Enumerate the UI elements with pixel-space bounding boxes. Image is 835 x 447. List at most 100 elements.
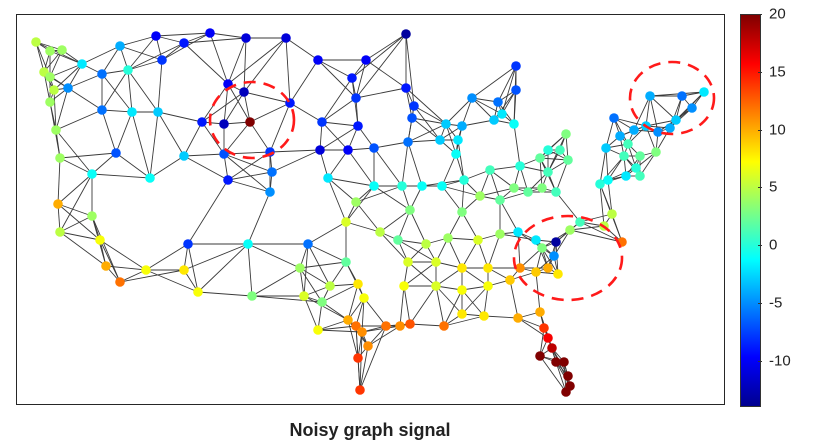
graph-edge bbox=[413, 105, 447, 125]
graph-edge bbox=[649, 91, 705, 97]
graph-edge bbox=[355, 201, 381, 233]
graph-edge bbox=[407, 139, 441, 143]
graph-edge bbox=[471, 97, 503, 115]
graph-node bbox=[395, 321, 405, 331]
graph-node bbox=[369, 143, 379, 153]
graph-node bbox=[97, 69, 107, 79]
graph-edge bbox=[101, 109, 133, 113]
colorbar-tick-label: 15 bbox=[769, 63, 786, 81]
graph-edge bbox=[59, 215, 93, 233]
graph-node bbox=[619, 151, 629, 161]
graph-node bbox=[369, 181, 379, 191]
graph-edge bbox=[605, 147, 609, 181]
graph-node bbox=[615, 131, 625, 141]
graph-edge bbox=[303, 295, 349, 321]
graph-edge bbox=[397, 209, 411, 241]
graph-edge bbox=[321, 77, 353, 123]
graph-edge bbox=[243, 91, 251, 123]
graph-node bbox=[645, 91, 655, 101]
graph-node bbox=[343, 315, 353, 325]
graph-node bbox=[515, 161, 525, 171]
graph-edge bbox=[227, 83, 251, 123]
graph-edge bbox=[487, 233, 501, 269]
colorbar-tick-label: 0 bbox=[769, 236, 778, 254]
graph-edge bbox=[401, 141, 409, 187]
graph-node bbox=[245, 117, 255, 127]
graph-edge bbox=[461, 119, 495, 127]
graph-node bbox=[353, 279, 363, 289]
graph-edge bbox=[347, 319, 359, 359]
graph-node bbox=[55, 153, 65, 163]
graph-node bbox=[513, 313, 523, 323]
graph-node bbox=[677, 91, 687, 101]
graph-edge bbox=[327, 177, 347, 223]
graph-edge bbox=[319, 149, 329, 179]
graph-node bbox=[87, 211, 97, 221]
graph-node bbox=[303, 239, 313, 249]
graph-node bbox=[353, 121, 363, 131]
graph-edge bbox=[365, 59, 407, 89]
graph-node bbox=[197, 117, 207, 127]
graph-edge bbox=[227, 179, 271, 193]
graph-node bbox=[475, 191, 485, 201]
graph-edge bbox=[127, 69, 133, 113]
colorbar-tick-label: -10 bbox=[769, 352, 791, 370]
graph-edge bbox=[411, 117, 441, 141]
graph-node bbox=[563, 155, 573, 165]
graph-node bbox=[665, 123, 675, 133]
graph-edge bbox=[55, 129, 93, 175]
highlight-circles bbox=[208, 60, 716, 302]
graph-edge bbox=[307, 243, 331, 287]
colorbar-tick-mark bbox=[758, 14, 762, 15]
graph-edge bbox=[441, 153, 457, 187]
graph-edge bbox=[119, 45, 163, 61]
graph-edge bbox=[321, 283, 359, 303]
graph-edge bbox=[59, 157, 93, 175]
graph-edge bbox=[299, 267, 323, 303]
graph-node bbox=[241, 33, 251, 43]
graph-node bbox=[539, 323, 549, 333]
graph-edge bbox=[201, 121, 225, 155]
graph-node bbox=[621, 171, 631, 181]
graph-node bbox=[97, 105, 107, 115]
colorbar-tick-label: 5 bbox=[769, 178, 778, 196]
graph-node bbox=[141, 265, 151, 275]
colorbar-tick-mark bbox=[758, 360, 762, 362]
graph-edge bbox=[403, 285, 411, 325]
graph-node bbox=[397, 181, 407, 191]
graph-node bbox=[495, 195, 505, 205]
graph-edge bbox=[183, 153, 225, 157]
graph-edge bbox=[411, 117, 447, 125]
graph-edge bbox=[445, 97, 473, 125]
graph-node bbox=[493, 97, 503, 107]
graph-edge bbox=[397, 239, 437, 263]
colorbar bbox=[740, 14, 761, 407]
graph-node bbox=[635, 151, 645, 161]
graph-edge bbox=[223, 153, 273, 173]
graph-node bbox=[401, 29, 411, 39]
graph-edge bbox=[157, 111, 185, 157]
graph-node bbox=[535, 351, 545, 361]
graph-node bbox=[351, 197, 361, 207]
graph-edge bbox=[569, 225, 605, 231]
graph-edge bbox=[209, 32, 247, 39]
graph-edge bbox=[317, 329, 363, 333]
graph-node bbox=[77, 59, 87, 69]
graph-edge bbox=[443, 315, 485, 327]
graph-node bbox=[243, 239, 253, 249]
graph-node bbox=[609, 113, 619, 123]
graph-edge bbox=[269, 149, 321, 153]
graph-edge bbox=[57, 157, 61, 205]
graph-node bbox=[653, 127, 663, 137]
graph-node bbox=[437, 181, 447, 191]
graph-node bbox=[351, 93, 361, 103]
graph-node bbox=[607, 209, 617, 219]
graph-edge bbox=[359, 325, 387, 391]
graph-node bbox=[443, 233, 453, 243]
graph-edge bbox=[599, 147, 607, 185]
graph-node bbox=[351, 321, 361, 331]
graph-edge bbox=[509, 279, 519, 319]
graph-node bbox=[375, 227, 385, 237]
graph-edge bbox=[373, 147, 403, 187]
graph-edge bbox=[645, 119, 677, 127]
